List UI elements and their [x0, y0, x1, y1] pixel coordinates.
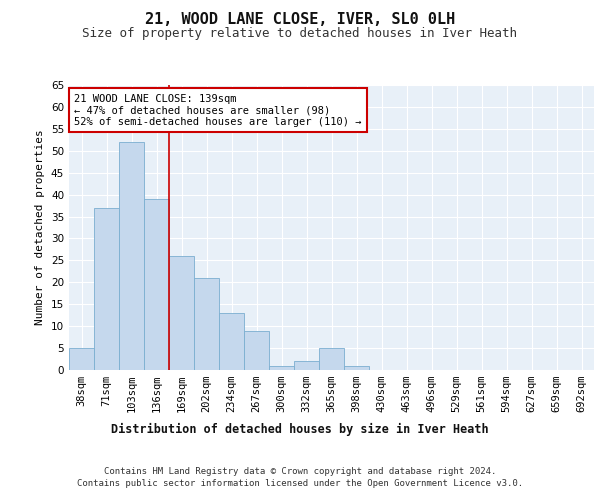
Bar: [69, 348, 94, 370]
Text: 21 WOOD LANE CLOSE: 139sqm
← 47% of detached houses are smaller (98)
52% of semi: 21 WOOD LANE CLOSE: 139sqm ← 47% of deta…: [74, 94, 362, 126]
Bar: [269, 366, 294, 370]
Bar: [169, 256, 194, 370]
Bar: [94, 208, 119, 370]
Bar: [294, 361, 319, 370]
Bar: [344, 366, 369, 370]
Bar: [119, 142, 144, 370]
Text: Distribution of detached houses by size in Iver Heath: Distribution of detached houses by size …: [111, 422, 489, 436]
Bar: [244, 330, 269, 370]
Text: Size of property relative to detached houses in Iver Heath: Size of property relative to detached ho…: [83, 28, 517, 40]
Y-axis label: Number of detached properties: Number of detached properties: [35, 130, 46, 326]
Bar: [319, 348, 344, 370]
Text: 21, WOOD LANE CLOSE, IVER, SL0 0LH: 21, WOOD LANE CLOSE, IVER, SL0 0LH: [145, 12, 455, 28]
Bar: [219, 313, 244, 370]
Text: Contains HM Land Registry data © Crown copyright and database right 2024.
Contai: Contains HM Land Registry data © Crown c…: [77, 466, 523, 487]
Bar: [194, 278, 219, 370]
Bar: [144, 199, 169, 370]
